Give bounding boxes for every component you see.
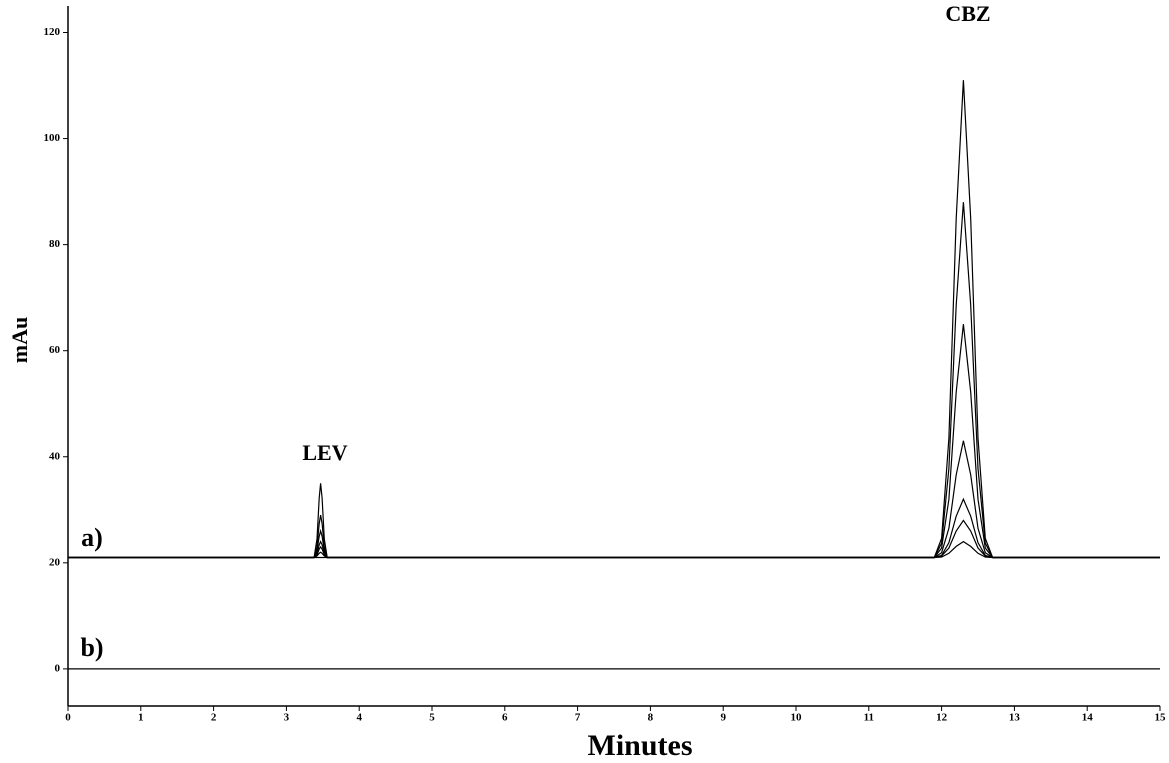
- y-tick-label: 60: [49, 344, 61, 356]
- annotation: CBZ: [945, 1, 990, 26]
- y-tick-label: 100: [44, 132, 61, 144]
- x-tick-label: 12: [936, 712, 948, 724]
- x-tick-label: 6: [502, 712, 508, 724]
- x-tick-label: 5: [429, 712, 435, 724]
- x-tick-label: 10: [791, 712, 803, 724]
- x-tick-label: 0: [65, 712, 71, 724]
- x-tick-label: 9: [720, 712, 726, 724]
- trace: [68, 80, 1160, 559]
- annotation: a): [81, 523, 103, 552]
- y-tick-label: 20: [49, 556, 61, 568]
- x-axis-label: Minutes: [588, 729, 693, 762]
- trace: [68, 440, 1160, 559]
- y-tick-label: 80: [49, 238, 61, 250]
- x-tick-label: 13: [1009, 712, 1021, 724]
- y-tick-label: 120: [44, 26, 61, 38]
- x-tick-label: 11: [864, 712, 874, 724]
- trace: [68, 519, 1160, 559]
- x-tick-label: 4: [356, 712, 362, 724]
- y-axis-label: mAu: [7, 317, 32, 363]
- trace: [68, 202, 1160, 559]
- trace: [68, 540, 1160, 559]
- annotation: LEV: [302, 440, 347, 465]
- x-tick-label: 14: [1082, 712, 1094, 724]
- trace: [68, 497, 1160, 559]
- x-tick-label: 7: [575, 712, 581, 724]
- y-tick-label: 40: [49, 450, 61, 462]
- x-tick-label: 2: [211, 712, 217, 724]
- x-tick-label: 15: [1155, 712, 1167, 724]
- x-tick-label: 3: [284, 712, 290, 724]
- x-tick-label: 8: [648, 712, 654, 724]
- x-tick-label: 1: [138, 712, 144, 724]
- trace: [68, 324, 1160, 559]
- annotation: b): [80, 633, 103, 662]
- y-tick-label: 0: [55, 662, 61, 674]
